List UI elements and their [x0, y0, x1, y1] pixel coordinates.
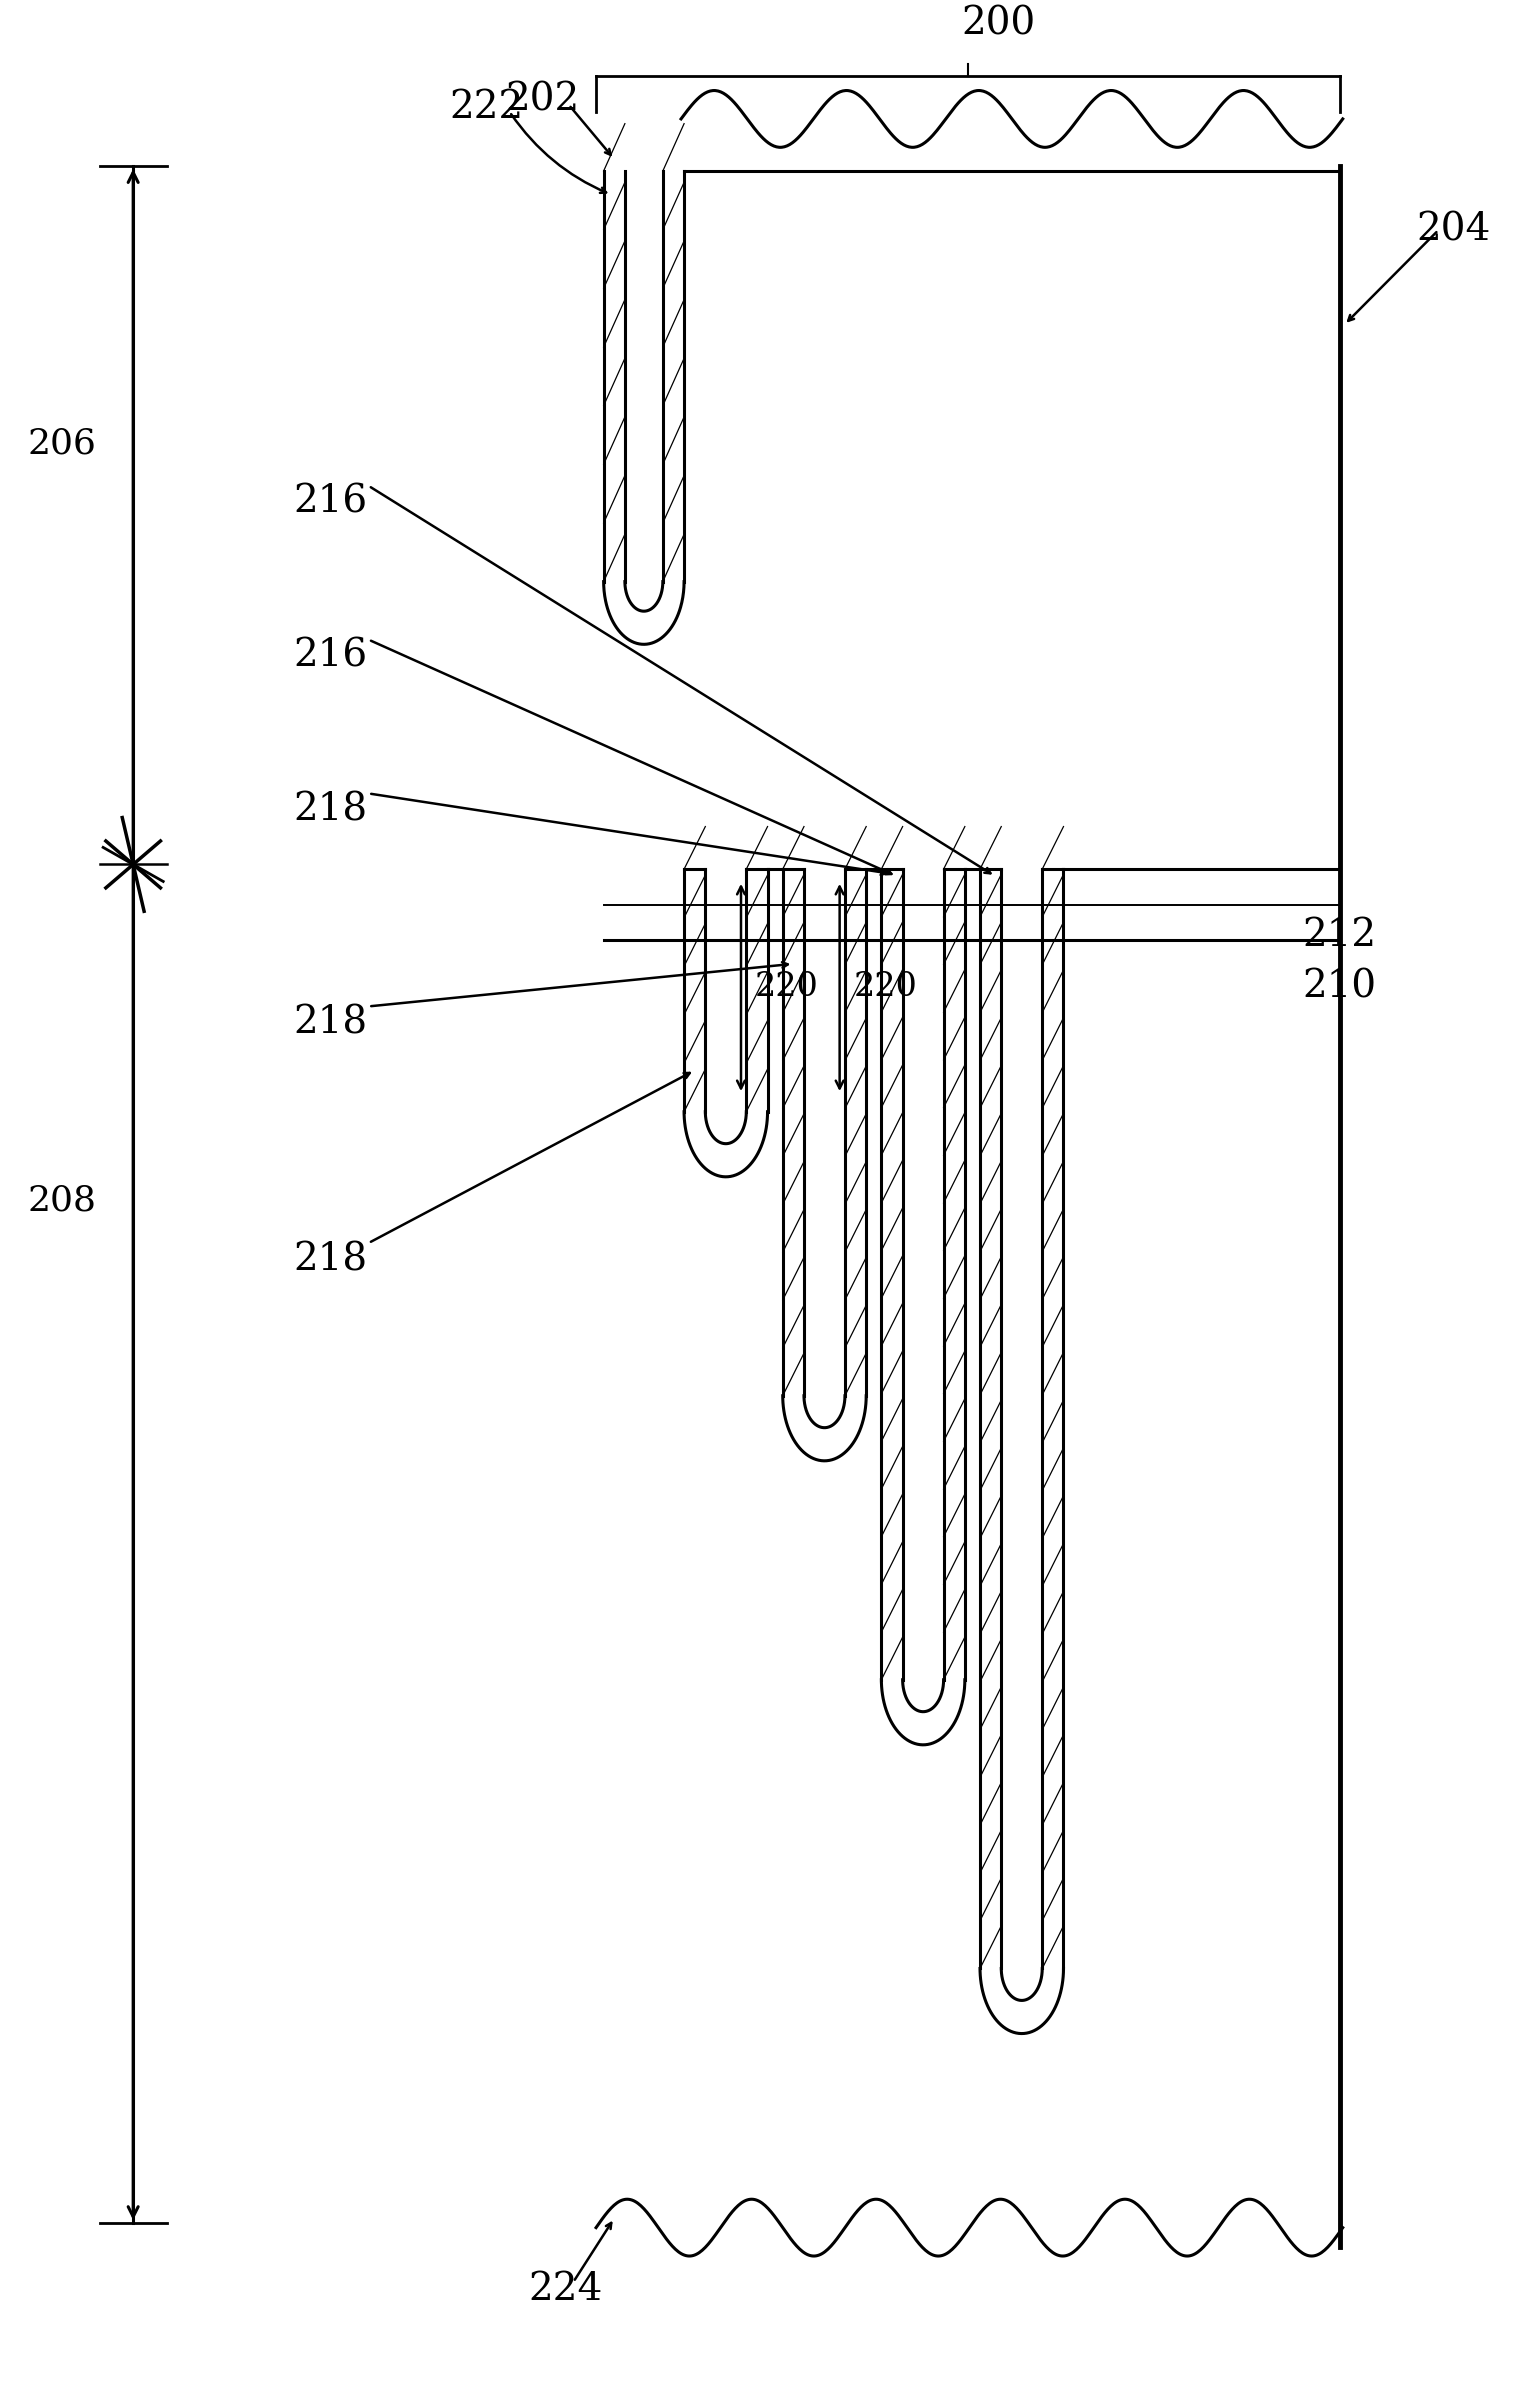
Text: 202: 202: [505, 81, 580, 119]
Text: 224: 224: [528, 2271, 603, 2307]
Text: 222: 222: [450, 88, 523, 127]
Text: 204: 204: [1416, 213, 1491, 248]
Text: 220: 220: [853, 972, 917, 1003]
Text: 216: 216: [293, 485, 368, 521]
Text: 212: 212: [1303, 917, 1376, 953]
Text: 210: 210: [1303, 970, 1376, 1005]
Text: 220: 220: [754, 972, 818, 1003]
Text: 218: 218: [293, 1242, 368, 1278]
Text: 216: 216: [293, 638, 368, 676]
Text: 200: 200: [961, 5, 1035, 43]
Text: 218: 218: [293, 1005, 368, 1041]
Text: 206: 206: [27, 425, 96, 461]
Text: 218: 218: [293, 790, 368, 829]
Text: 208: 208: [27, 1184, 96, 1218]
